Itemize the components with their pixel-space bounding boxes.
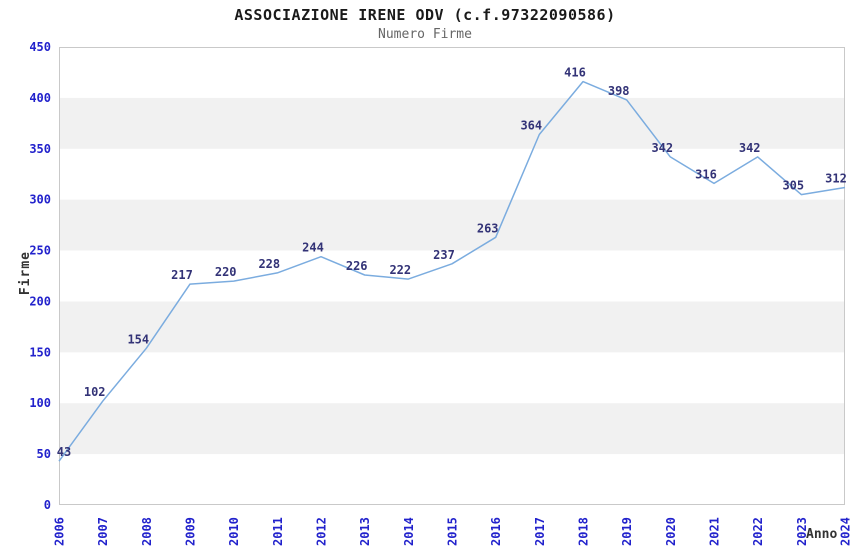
x-tick-label: 2012 bbox=[315, 517, 329, 546]
x-tick-label: 2022 bbox=[751, 517, 765, 546]
value-label: 217 bbox=[171, 268, 193, 282]
y-tick-label: 300 bbox=[29, 193, 51, 207]
x-tick-label: 2007 bbox=[96, 517, 110, 546]
x-tick-label: 2013 bbox=[358, 517, 372, 546]
x-tick-label: 2016 bbox=[489, 517, 503, 546]
value-label: 220 bbox=[215, 265, 237, 279]
grid-band bbox=[59, 199, 845, 251]
value-label: 226 bbox=[346, 259, 368, 273]
plot-border bbox=[59, 47, 845, 505]
x-tick-label: 2008 bbox=[140, 517, 154, 546]
y-tick-label: 250 bbox=[29, 244, 51, 258]
x-tick-label: 2019 bbox=[620, 517, 634, 546]
value-label: 222 bbox=[389, 263, 411, 277]
series-line bbox=[58, 80, 846, 462]
x-tick-label: 2011 bbox=[271, 517, 285, 546]
grid-band bbox=[59, 403, 845, 455]
x-tick-label: 2020 bbox=[664, 517, 678, 546]
value-label: 263 bbox=[477, 221, 499, 235]
value-label: 342 bbox=[651, 141, 673, 155]
value-label: 398 bbox=[608, 84, 630, 98]
value-label: 43 bbox=[57, 445, 71, 459]
value-label: 342 bbox=[739, 141, 761, 155]
x-tick-label: 2023 bbox=[795, 517, 809, 546]
y-tick-label: 400 bbox=[29, 91, 51, 105]
grid-band bbox=[59, 301, 845, 353]
value-label: 416 bbox=[564, 66, 586, 80]
chart-title: ASSOCIAZIONE IRENE ODV (c.f.97322090586) bbox=[234, 6, 616, 24]
value-label: 364 bbox=[520, 119, 542, 133]
y-tick-label: 150 bbox=[29, 345, 51, 359]
value-label: 228 bbox=[258, 257, 280, 271]
x-tick-label: 2015 bbox=[446, 517, 460, 546]
value-label: 305 bbox=[782, 179, 804, 193]
x-tick-label: 2014 bbox=[402, 517, 416, 546]
x-tick-label: 2010 bbox=[227, 517, 241, 546]
y-tick-label: 350 bbox=[29, 142, 51, 156]
value-label: 316 bbox=[695, 167, 717, 181]
chart-subtitle: Numero Firme bbox=[378, 27, 472, 42]
grid-band bbox=[59, 97, 845, 149]
value-label: 244 bbox=[302, 241, 324, 255]
y-tick-label: 200 bbox=[29, 294, 51, 308]
x-tick-label: 2017 bbox=[533, 517, 547, 546]
value-label: 312 bbox=[825, 172, 847, 186]
x-tick-label: 2018 bbox=[577, 517, 591, 546]
x-tick-label: 2021 bbox=[708, 517, 722, 546]
y-tick-label: 100 bbox=[29, 396, 51, 410]
x-tick-label: 2006 bbox=[53, 517, 67, 546]
y-tick-label: 50 bbox=[37, 447, 51, 461]
value-label: 237 bbox=[433, 248, 455, 262]
x-tick-label: 2024 bbox=[839, 517, 850, 546]
y-tick-label: 450 bbox=[29, 40, 51, 54]
value-label: 154 bbox=[127, 332, 149, 346]
x-tick-label: 2009 bbox=[184, 517, 198, 546]
y-tick-label: 0 bbox=[44, 498, 51, 512]
value-label: 102 bbox=[84, 385, 106, 399]
x-axis-title: Anno bbox=[806, 527, 838, 542]
